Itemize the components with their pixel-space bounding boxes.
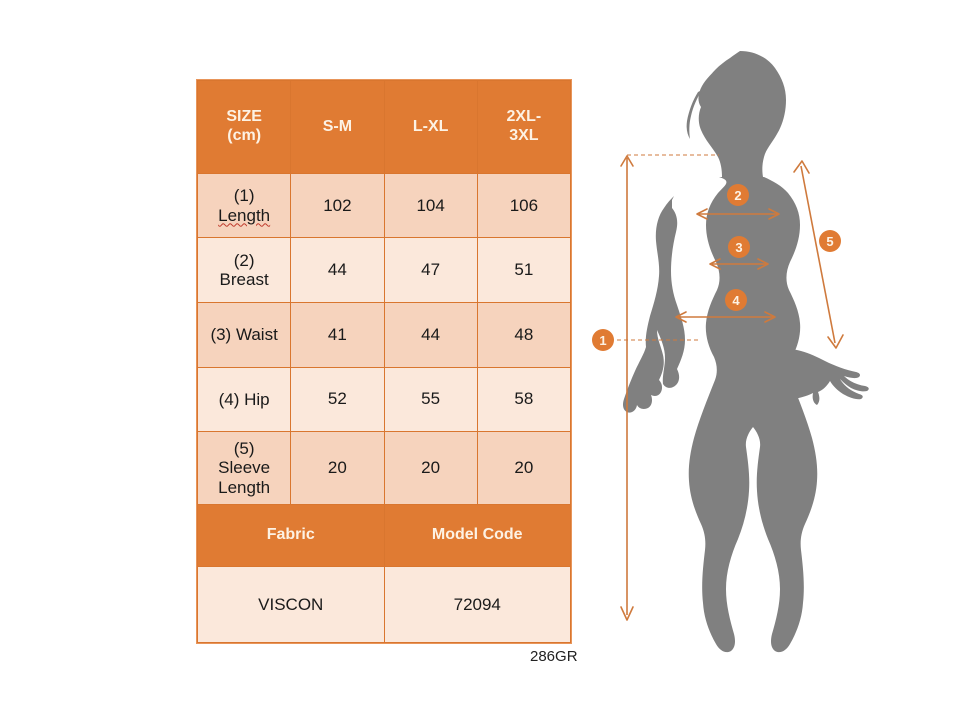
- svg-text:3: 3: [735, 240, 742, 255]
- svg-text:4: 4: [732, 293, 740, 308]
- svg-text:5: 5: [826, 234, 833, 249]
- svg-text:2: 2: [734, 188, 741, 203]
- svg-text:1: 1: [599, 333, 606, 348]
